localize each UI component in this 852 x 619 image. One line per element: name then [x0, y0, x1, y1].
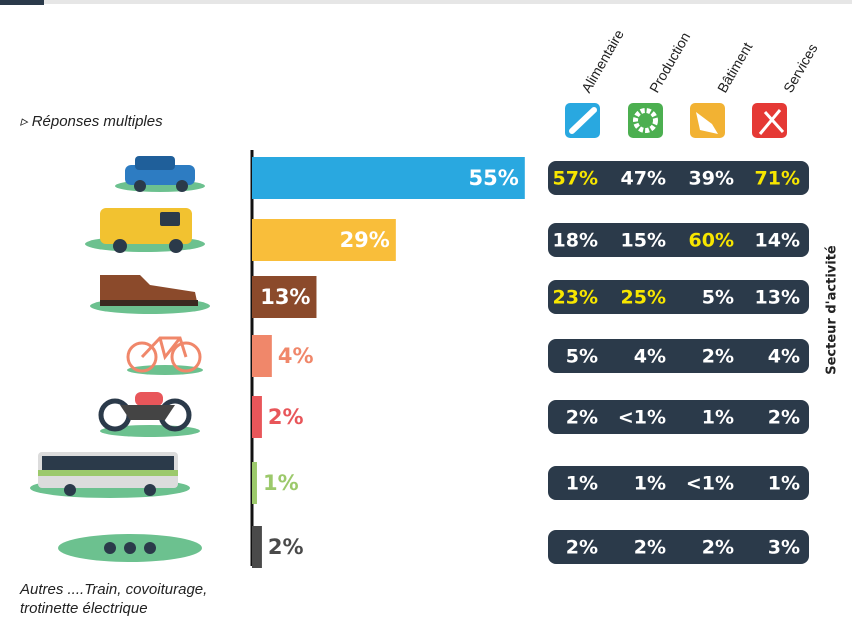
cell: 23% [553, 287, 598, 309]
cell: 2% [768, 407, 800, 429]
bar [252, 219, 396, 261]
cell: 25% [621, 287, 666, 309]
cell: 2% [634, 537, 666, 559]
row-pill [548, 161, 809, 195]
row-pill [548, 530, 809, 564]
value-label: 1% [263, 471, 299, 495]
value-label: 2% [268, 405, 304, 429]
cell: 47% [621, 168, 666, 190]
cell: 5% [566, 346, 598, 368]
bar [252, 157, 525, 199]
value-label: 2% [268, 535, 304, 559]
cell: 1% [768, 473, 800, 495]
sector-icons [565, 103, 787, 138]
footnote: trotinette électrique [20, 600, 148, 617]
cell: 18% [553, 230, 598, 252]
cell: 4% [634, 346, 666, 368]
cell: 71% [755, 168, 800, 190]
cell: 1% [566, 473, 598, 495]
cell: 15% [621, 230, 666, 252]
cell: 2% [702, 346, 734, 368]
icons [30, 156, 210, 562]
value-label: 13% [260, 285, 310, 309]
cell: 39% [689, 168, 734, 190]
cell: 13% [755, 287, 800, 309]
bar [252, 335, 272, 377]
cell: 1% [702, 407, 734, 429]
column-header: Services [780, 41, 821, 95]
cell: 2% [566, 537, 598, 559]
top-tab [0, 0, 44, 5]
bar [252, 462, 257, 504]
column-header: Production [646, 29, 693, 95]
bar [252, 526, 262, 568]
cell: <1% [686, 473, 734, 495]
column-header: Alimentaire [578, 27, 627, 96]
cell: 5% [702, 287, 734, 309]
bar [252, 276, 317, 318]
row-pill [548, 466, 809, 500]
value-label: 29% [340, 228, 390, 252]
table-title: Secteur d'activité [825, 245, 840, 375]
cell: 57% [553, 168, 598, 190]
cell: 3% [768, 537, 800, 559]
cell: 2% [702, 537, 734, 559]
value-label: 55% [469, 166, 519, 190]
column-header: Bâtiment [714, 39, 756, 95]
row-pill [548, 400, 809, 434]
footnote: Autres ....Train, covoiturage, [19, 581, 207, 598]
cell: <1% [618, 407, 666, 429]
value-label: 4% [278, 344, 314, 368]
cell: 14% [755, 230, 800, 252]
row-pill [548, 339, 809, 373]
top-rule [44, 0, 852, 4]
cell: 60% [689, 230, 734, 252]
cell: 1% [634, 473, 666, 495]
cell: 4% [768, 346, 800, 368]
note: ▹ Réponses multiples [20, 113, 163, 130]
bar [252, 396, 262, 438]
cell: 2% [566, 407, 598, 429]
row-pill [548, 223, 809, 257]
row-pill [548, 280, 809, 314]
